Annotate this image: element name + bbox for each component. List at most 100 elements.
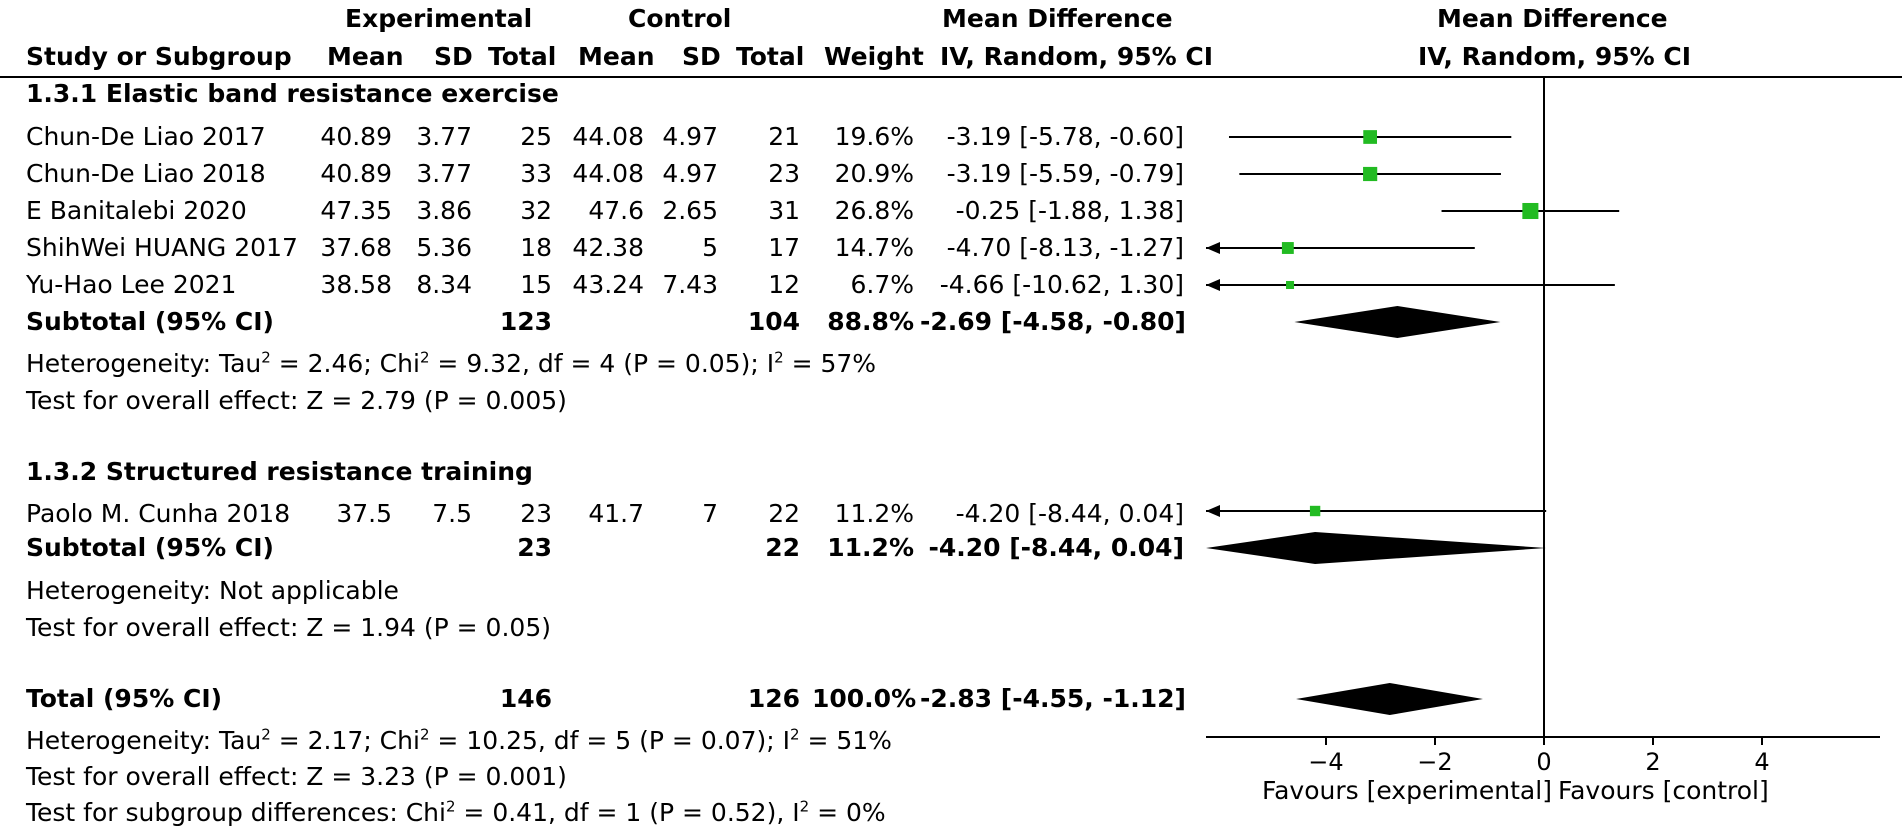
x-tick-label: 2 <box>1645 748 1660 776</box>
mean-difference-group-header: Mean Difference <box>942 4 1173 33</box>
x-tick-label: −2 <box>1417 748 1452 776</box>
overall-effect-text: Test for overall effect: Z = 1.94 (P = 0… <box>26 613 551 642</box>
subtotal-label: Subtotal (95% CI) <box>26 307 274 336</box>
overall-effect-text: Test for overall effect: Z = 2.79 (P = 0… <box>26 386 567 415</box>
weight: 88.8% <box>827 307 914 336</box>
study-square <box>1281 242 1294 254</box>
exp-total: 23 <box>517 533 552 562</box>
weight: 6.7% <box>850 270 914 299</box>
heterogeneity-text: Heterogeneity: Not applicable <box>26 576 399 605</box>
summary-diamond <box>1294 306 1501 338</box>
col-study-header: Study or Subgroup <box>26 42 292 71</box>
col-exp-total-header: Total <box>488 42 557 71</box>
col-ctl-sd-header: SD <box>682 42 721 71</box>
experimental-group-header: Experimental <box>345 4 533 33</box>
exp-sd: 3.77 <box>416 159 472 188</box>
total-overall-effect-text: Test for overall effect: Z = 3.23 (P = 0… <box>26 762 567 791</box>
study-square <box>1309 505 1321 517</box>
ctl-sd: 2.65 <box>662 196 718 225</box>
ctl-total: 104 <box>747 307 800 336</box>
weight: 14.7% <box>834 233 914 262</box>
ci-text: -4.20 [-8.44, 0.04] <box>955 499 1184 528</box>
exp-mean: 38.58 <box>320 270 392 299</box>
col-ctl-mean-header: Mean <box>578 42 655 71</box>
favours-left-label: Favours [experimental] <box>1262 776 1552 805</box>
weight: 20.9% <box>834 159 914 188</box>
study-square <box>1522 202 1539 220</box>
ci-arrow <box>1206 505 1220 517</box>
x-tick-label: 0 <box>1536 748 1551 776</box>
exp-sd: 8.34 <box>416 270 472 299</box>
ctl-mean: 44.08 <box>572 122 644 151</box>
x-tick-label: 4 <box>1754 748 1769 776</box>
exp-sd: 7.5 <box>432 499 472 528</box>
weight: 26.8% <box>834 196 914 225</box>
ctl-mean: 43.24 <box>572 270 644 299</box>
ctl-mean: 44.08 <box>572 159 644 188</box>
weight: 11.2% <box>834 499 914 528</box>
heterogeneity-text: Heterogeneity: Tau2 = 2.46; Chi2 = 9.32,… <box>26 348 877 378</box>
ctl-total: 31 <box>768 196 800 225</box>
study-name: Yu-Hao Lee 2021 <box>26 270 237 299</box>
exp-sd: 3.86 <box>416 196 472 225</box>
total-label: Total (95% CI) <box>26 684 223 713</box>
ci-text: -4.66 [-10.62, 1.30] <box>939 270 1184 299</box>
subgroup-differences-text: Test for subgroup differences: Chi2 = 0.… <box>26 797 886 827</box>
study-square <box>1286 280 1295 290</box>
exp-total: 33 <box>520 159 552 188</box>
ci-text: -3.19 [-5.59, -0.79] <box>946 159 1184 188</box>
exp-total: 23 <box>520 499 552 528</box>
summary-diamond <box>1206 532 1547 564</box>
ctl-mean: 41.7 <box>588 499 644 528</box>
study-square <box>1363 166 1378 182</box>
ctl-total: 12 <box>768 270 800 299</box>
exp-total: 25 <box>520 122 552 151</box>
exp-mean: 37.68 <box>320 233 392 262</box>
favours-right-label: Favours [control] <box>1558 776 1769 805</box>
study-square <box>1363 130 1378 144</box>
ci-arrow <box>1206 242 1220 254</box>
weight: 19.6% <box>834 122 914 151</box>
ctl-sd: 4.97 <box>662 122 718 151</box>
summary-diamond <box>1296 683 1483 715</box>
study-name: Paolo M. Cunha 2018 <box>26 499 291 528</box>
ctl-sd: 4.97 <box>662 159 718 188</box>
col-ctl-total-header: Total <box>736 42 805 71</box>
ctl-mean: 42.38 <box>572 233 644 262</box>
ctl-total: 21 <box>768 122 800 151</box>
ctl-sd: 7 <box>702 499 718 528</box>
ctl-total: 17 <box>768 233 800 262</box>
col-exp-sd-header: SD <box>434 42 473 71</box>
exp-sd: 5.36 <box>416 233 472 262</box>
exp-sd: 3.77 <box>416 122 472 151</box>
study-name: Chun-De Liao 2018 <box>26 159 266 188</box>
ctl-total: 126 <box>747 684 800 713</box>
exp-mean: 47.35 <box>320 196 392 225</box>
subgroup-title: 1.3.1 Elastic band resistance exercise <box>26 79 559 108</box>
ci-text: -3.19 [-5.78, -0.60] <box>946 122 1184 151</box>
col-md-header: IV, Random, 95% CI <box>940 42 1214 71</box>
x-tick-label: −4 <box>1308 748 1343 776</box>
ci-text: -2.69 [-4.58, -0.80] <box>920 307 1186 336</box>
col-exp-mean-header: Mean <box>327 42 404 71</box>
ctl-total: 22 <box>765 533 800 562</box>
exp-mean: 40.89 <box>320 122 392 151</box>
exp-mean: 40.89 <box>320 159 392 188</box>
ctl-mean: 47.6 <box>588 196 644 225</box>
ci-text: -2.83 [-4.55, -1.12] <box>920 684 1186 713</box>
study-name: Chun-De Liao 2017 <box>26 122 266 151</box>
study-name: E Banitalebi 2020 <box>26 196 247 225</box>
ci-text: -0.25 [-1.88, 1.38] <box>955 196 1184 225</box>
plot-subtitle: IV, Random, 95% CI <box>1418 42 1692 71</box>
exp-total: 123 <box>499 307 552 336</box>
ctl-sd: 7.43 <box>662 270 718 299</box>
study-name: ShihWei HUANG 2017 <box>26 233 298 262</box>
plot-title: Mean Difference <box>1437 4 1668 33</box>
ctl-total: 22 <box>768 499 800 528</box>
col-weight-header: Weight <box>824 42 924 71</box>
ci-text: -4.70 [-8.13, -1.27] <box>946 233 1184 262</box>
exp-mean: 37.5 <box>336 499 392 528</box>
ci-text: -4.20 [-8.44, 0.04] <box>928 533 1184 562</box>
control-group-header: Control <box>628 4 732 33</box>
